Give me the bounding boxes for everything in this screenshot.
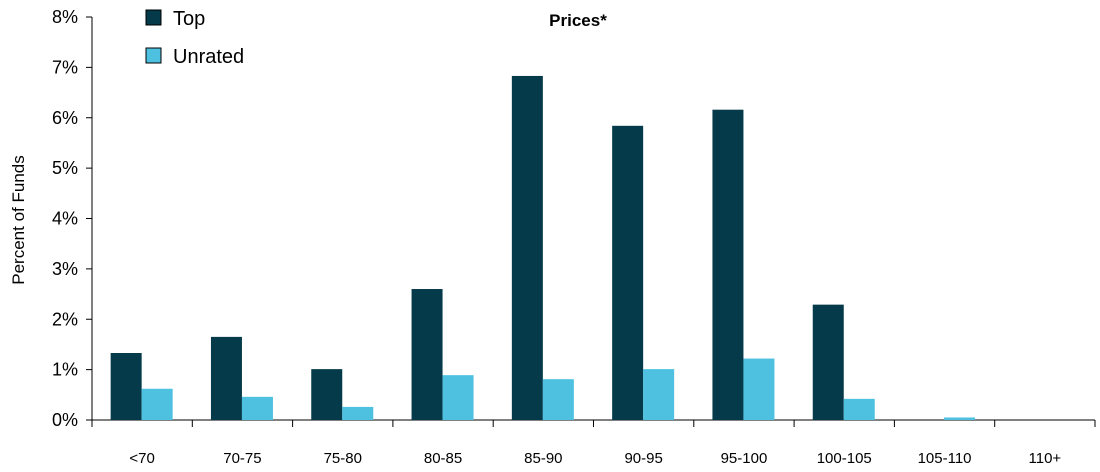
bar-unrated-6 (743, 358, 775, 420)
bar-unrated-2 (342, 406, 374, 420)
bar-top-1 (210, 336, 242, 420)
x-tick-label: 110+ (1029, 450, 1062, 467)
legend-swatch-unrated (145, 47, 162, 64)
y-tick-label: 4% (52, 209, 78, 229)
bar-top-5 (612, 125, 644, 420)
bar-unrated-7 (843, 398, 875, 420)
legend-swatch-top (145, 9, 162, 26)
bar-unrated-8 (944, 417, 976, 420)
bar-unrated-1 (241, 396, 273, 420)
bar-unrated-3 (442, 375, 474, 420)
x-tick-label: 105-110 (918, 450, 972, 467)
bar-top-7 (812, 304, 844, 420)
x-tick-label: 70-75 (223, 450, 261, 467)
bar-unrated-0 (141, 388, 173, 420)
bar-top-6 (712, 109, 744, 420)
legend-label-top: Top (173, 8, 205, 30)
x-tick-label: 80-85 (424, 450, 462, 467)
bar-top-4 (511, 75, 543, 420)
bars (110, 75, 976, 420)
y-tick-label: 3% (52, 259, 78, 279)
y-tick-label: 5% (52, 158, 78, 178)
y-tick-label: 2% (52, 309, 78, 329)
labels: 0% 1% 2% 3% 4% 5% 6% 7% 8% <70 70-75 75-80 80-85 85-9… (52, 7, 1061, 467)
bar-top-3 (411, 289, 443, 420)
x-tick-label: 85-90 (524, 450, 562, 467)
bar-top-0 (110, 353, 142, 420)
y-tick-label: 7% (52, 57, 78, 77)
x-tick-label: <70 (129, 450, 154, 467)
bar-unrated-5 (643, 369, 675, 420)
x-tick-label: 95-100 (721, 450, 768, 467)
y-tick-label: 6% (52, 108, 78, 128)
y-tick-label: 8% (52, 7, 78, 27)
x-tick-label: 90-95 (624, 450, 662, 467)
x-tick-label: 75-80 (324, 450, 362, 467)
bar-unrated-4 (542, 379, 574, 420)
legend-label-unrated: Unrated (173, 46, 244, 68)
y-axis-label: Percent of Funds (9, 155, 28, 284)
y-tick-label: 1% (52, 360, 78, 380)
bar-top-2 (311, 369, 343, 420)
x-tick-label: 100-105 (817, 450, 872, 467)
chart-title: Prices* (549, 11, 607, 30)
legend: Top Unrated (145, 8, 244, 68)
y-tick-label: 0% (52, 410, 78, 430)
